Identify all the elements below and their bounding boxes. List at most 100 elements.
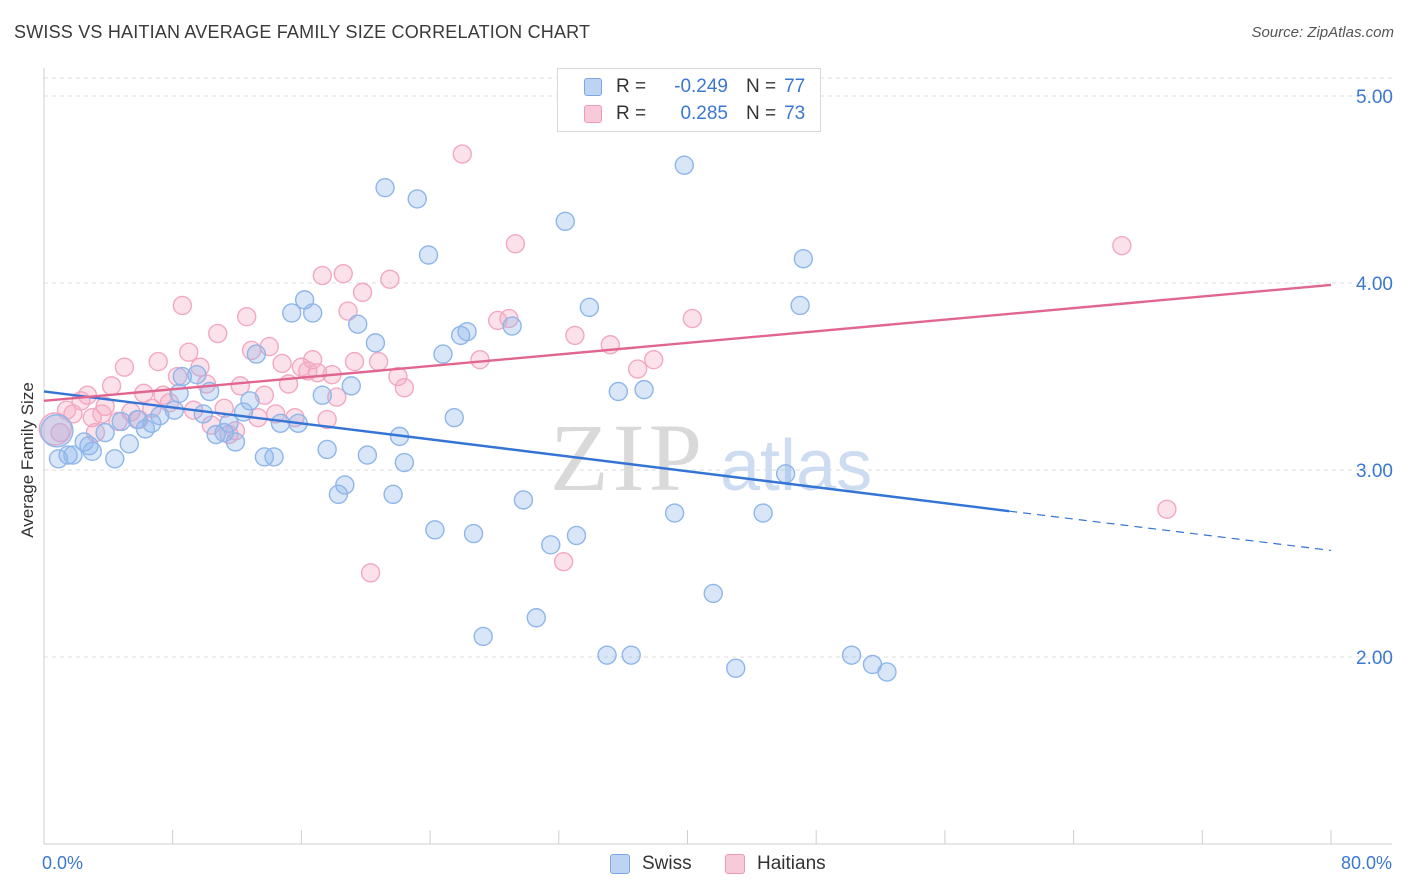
trend-lines <box>43 283 1332 552</box>
legend-haitians-label: Haitians <box>757 853 826 874</box>
swiss-point <box>40 414 74 448</box>
y-tick-label: 3.00 <box>1356 461 1393 482</box>
swiss-point <box>877 662 897 682</box>
swiss-point <box>105 449 125 469</box>
swiss-point <box>225 432 246 452</box>
haitians-point <box>265 404 286 424</box>
legend-item-swiss: Swiss <box>610 852 692 876</box>
swiss-point <box>703 583 723 604</box>
swiss-point <box>58 445 78 465</box>
haitians-point <box>565 325 585 346</box>
haitians-point <box>470 350 490 370</box>
swiss-point <box>348 314 368 334</box>
grid-lines <box>44 77 1392 658</box>
swiss-point <box>793 249 814 269</box>
swiss-point <box>726 658 746 678</box>
haitians-point <box>1157 499 1177 519</box>
swiss-point <box>444 407 464 428</box>
swiss-point <box>526 608 546 628</box>
swiss-point <box>674 155 694 175</box>
swiss-point <box>555 211 575 232</box>
swiss-point <box>566 525 587 546</box>
swiss-point <box>433 344 453 364</box>
haitians-point <box>505 234 526 254</box>
swiss-point <box>418 245 439 265</box>
haitians-point <box>148 351 168 372</box>
watermark: ZIP atlas <box>550 404 872 511</box>
r-value: 0.285 <box>680 103 728 124</box>
swiss-point <box>357 445 378 465</box>
haitians-point <box>101 376 122 396</box>
swiss-point <box>753 503 773 523</box>
haitians-point <box>327 387 347 407</box>
swiss-point <box>841 645 862 665</box>
series-swiss <box>40 155 897 682</box>
swiss-swatch <box>584 78 602 96</box>
haitians-point <box>179 342 199 362</box>
haitians-point <box>317 409 337 430</box>
swiss-trend-line <box>43 390 1010 513</box>
swiss-point <box>597 645 617 665</box>
swiss-point <box>457 321 477 342</box>
swiss-point <box>206 424 226 445</box>
swiss-point <box>240 391 260 411</box>
haitians-point <box>172 295 193 316</box>
swiss-point <box>502 316 522 336</box>
swiss-trend-extension <box>1009 510 1332 552</box>
swiss-point <box>579 297 600 318</box>
haitians-point <box>360 563 381 583</box>
legend-swiss-label: Swiss <box>642 853 692 874</box>
correlation-legend: R = -0.249 N = 77 R = 0.285 N = 73 <box>557 68 821 132</box>
swiss-point <box>425 520 445 540</box>
swiss-point <box>164 400 185 420</box>
y-tick-label: 2.00 <box>1356 648 1393 669</box>
haitians-point <box>644 350 664 370</box>
swiss-point <box>142 413 162 433</box>
y-tick-label: 4.00 <box>1356 274 1393 295</box>
swiss-point <box>634 379 654 400</box>
n-value: 77 <box>784 76 806 97</box>
n-label: N = <box>746 103 777 124</box>
swiss-point <box>63 445 83 465</box>
swiss-point <box>790 295 810 316</box>
x-tick-min: 0.0% <box>42 853 84 873</box>
haitians-point <box>298 361 318 381</box>
haitians-point <box>95 396 115 417</box>
haitians-point <box>50 422 70 443</box>
swiss-point <box>394 452 415 473</box>
haitians-point <box>333 263 353 284</box>
y-tick-labels: 2.00 3.00 4.00 5.00 <box>1356 87 1393 669</box>
swiss-point <box>473 626 493 647</box>
swiss-point <box>317 439 337 460</box>
swiss-point <box>463 523 484 544</box>
haitians-point <box>312 265 333 286</box>
swiss-point <box>79 436 99 456</box>
haitians-point <box>682 308 703 329</box>
axes <box>43 68 1392 845</box>
swiss-point <box>270 413 291 433</box>
watermark-atlas: atlas <box>720 426 872 506</box>
r-value: -0.249 <box>674 76 728 97</box>
swiss-point <box>48 449 69 469</box>
haitians-point <box>1112 235 1132 256</box>
haitians-point <box>553 551 574 572</box>
haitians-point <box>452 144 472 164</box>
haitians-point <box>114 357 135 377</box>
haitians-point <box>38 412 72 446</box>
swiss-point <box>119 434 139 454</box>
haitians-point <box>394 378 415 398</box>
legend-row-haitians: R = 0.285 N = 73 <box>584 101 805 127</box>
swiss-point <box>664 503 685 523</box>
swiss-point <box>365 333 386 353</box>
swiss-point <box>302 303 323 323</box>
haitians-point <box>368 351 389 372</box>
haitians-point <box>237 306 257 327</box>
swiss-swatch <box>610 854 630 874</box>
chart-title: SWISS VS HAITIAN AVERAGE FAMILY SIZE COR… <box>14 22 591 42</box>
swiss-point <box>608 381 629 402</box>
swiss-point <box>246 344 267 364</box>
swiss-point <box>541 535 561 555</box>
x-tick-max: 80.0% <box>1340 853 1392 873</box>
r-label: R = <box>616 103 647 124</box>
